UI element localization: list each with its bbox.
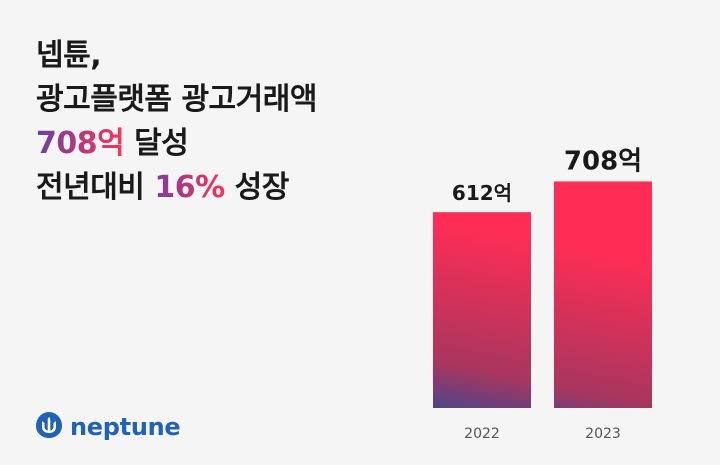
neptune-trident-icon — [34, 410, 64, 444]
headline: 넵튠, 광고플랫폼 광고거래액 708억 달성 전년대비 16% 성장 — [36, 34, 317, 210]
headline-line-4-pre: 전년대비 — [36, 170, 155, 205]
bar-2022 — [433, 212, 531, 408]
headline-line-3: 708억 달성 — [36, 122, 317, 166]
headline-line-4-post: 성장 — [224, 170, 290, 205]
neptune-logo: neptune — [34, 410, 181, 444]
headline-line-3-rest: 달성 — [124, 126, 189, 161]
logo-text: neptune — [70, 413, 181, 441]
headline-line-2: 광고플랫폼 광고거래액 — [36, 82, 317, 117]
headline-highlight-amount: 708억 — [36, 126, 125, 161]
headline-line-4: 전년대비 16% 성장 — [36, 166, 317, 210]
bar-chart: 612억 2022 708억 2023 — [433, 146, 652, 442]
headline-highlight-growth: 16% — [154, 170, 225, 205]
x-tick-label-2022: 2022 — [464, 426, 500, 442]
headline-line-1: 넵튠, — [36, 38, 102, 73]
bar-2023 — [554, 181, 652, 408]
x-tick-label-2023: 2023 — [585, 426, 621, 442]
data-label-2023: 708억 — [564, 146, 642, 176]
data-label-2022: 612억 — [452, 181, 512, 205]
